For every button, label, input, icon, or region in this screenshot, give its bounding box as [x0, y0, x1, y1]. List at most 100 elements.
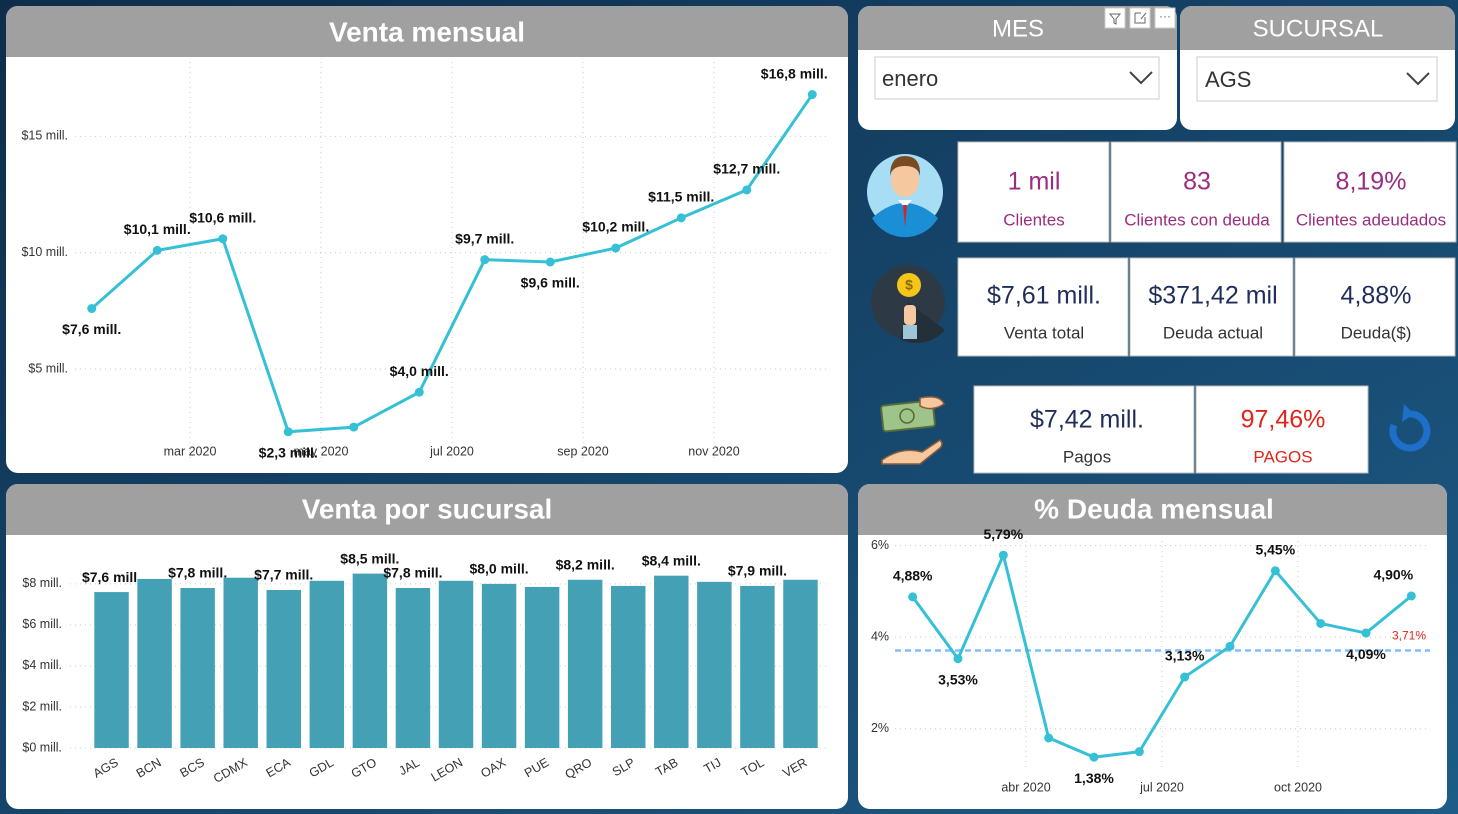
- chevron: [1406, 72, 1430, 86]
- slicer-sucursal[interactable]: SUCURSAL AGS: [1180, 6, 1455, 130]
- dropdown-value: enero: [882, 66, 938, 91]
- point: [349, 422, 359, 432]
- point: [676, 213, 686, 223]
- bar: [223, 577, 258, 748]
- kpi-label: Clientes adeudados: [1296, 210, 1446, 229]
- y-tick-label: $10 mill.: [21, 245, 68, 259]
- bar: [309, 580, 345, 748]
- y-tick-label: 2%: [871, 721, 889, 735]
- point: [1270, 566, 1280, 576]
- x-tick-label: mar 2020: [164, 444, 217, 458]
- point: [545, 257, 555, 267]
- value-label: $10,1 mill.: [124, 221, 191, 237]
- bar: [481, 583, 517, 748]
- focus-glyph: [1134, 12, 1147, 24]
- chart-title: Venta por sucursal: [302, 493, 553, 524]
- focus-icon[interactable]: [1129, 7, 1151, 29]
- kpi-label: Pagos: [1063, 447, 1111, 466]
- y-tick-label: $2 mill.: [22, 699, 62, 713]
- more-icon[interactable]: [1154, 7, 1176, 29]
- value-label: $10,2 mill.: [582, 219, 649, 235]
- slicer-mes[interactable]: MES enero ···: [858, 6, 1177, 130]
- kpi-value: $7,61 mill.: [987, 282, 1101, 310]
- dropdown[interactable]: [1196, 56, 1438, 102]
- refresh-icon[interactable]: [1389, 404, 1431, 452]
- point: [1316, 618, 1326, 628]
- point: [218, 234, 228, 244]
- value-label: $12,7 mill.: [713, 161, 780, 177]
- bar: [266, 590, 301, 748]
- more-glyph: ···: [1159, 9, 1171, 23]
- kpi-value: 83: [1183, 168, 1211, 196]
- point: [1180, 672, 1190, 682]
- dropdown[interactable]: [874, 56, 1160, 100]
- point: [414, 387, 424, 397]
- value-label: $4,0 mill.: [390, 363, 449, 379]
- client-icon: [867, 154, 943, 238]
- point: [1225, 641, 1235, 651]
- bar: [783, 579, 818, 748]
- point: [152, 245, 162, 255]
- bar: [611, 585, 646, 748]
- value-label: $10,6 mill.: [189, 209, 256, 225]
- dropdown-value: AGS: [1205, 67, 1251, 92]
- kpi-value: $371,42 mil: [1148, 282, 1277, 310]
- filter-icon[interactable]: [1104, 7, 1126, 29]
- payments-icon: [880, 396, 945, 465]
- y-tick-label: $6 mill.: [22, 617, 62, 631]
- bar: [94, 592, 129, 748]
- point: [807, 90, 817, 100]
- filter-glyph: [1108, 13, 1122, 25]
- kpi-label: Deuda actual: [1163, 323, 1263, 342]
- bar: [524, 586, 560, 748]
- bar: [567, 579, 603, 748]
- kpi-ventas: $7,61 mill. Venta total $371,42 mil Deud…: [957, 257, 1456, 357]
- value-label: 4,90%: [1373, 567, 1413, 583]
- value-label: $8,4 mill.: [642, 552, 701, 568]
- bar: [352, 573, 388, 748]
- value-label: 1,38%: [1074, 770, 1114, 786]
- chart-title: Venta mensual: [329, 16, 525, 47]
- x-tick-label: jul 2020: [429, 444, 474, 458]
- y-tick-label: $5 mill.: [28, 361, 68, 375]
- point: [908, 592, 918, 602]
- chart-title: % Deuda mensual: [1034, 493, 1274, 524]
- value-label: $7,6 mill.: [82, 569, 141, 585]
- kpi-label: Venta total: [1004, 323, 1084, 342]
- kpi-value: 8,19%: [1336, 168, 1407, 196]
- kpi-label: Deuda($): [1341, 323, 1412, 342]
- point: [1134, 747, 1144, 757]
- point: [611, 243, 621, 253]
- x-tick-label: oct 2020: [1274, 780, 1322, 794]
- kpi-value: $7,42 mill.: [1030, 406, 1144, 434]
- x-tick-label: sep 2020: [557, 444, 608, 458]
- kpi-label: Clientes: [1003, 210, 1064, 229]
- value-label: $7,6 mill.: [62, 321, 121, 337]
- point: [953, 654, 963, 664]
- value-label: 5,79%: [983, 526, 1023, 542]
- slicer-title: MES: [992, 15, 1044, 42]
- line: [90, 93, 814, 434]
- chevron: [1129, 71, 1153, 85]
- value-label: 3,53%: [938, 671, 978, 687]
- bar: [438, 580, 474, 748]
- bar: [740, 585, 775, 748]
- value-label: $16,8 mill.: [761, 65, 828, 81]
- kpi-pagos: $7,42 mill. Pagos 97,46% PAGOS: [973, 385, 1369, 474]
- panel-venta-mensual: Venta mensual: [6, 6, 848, 473]
- y-tick-label: $4 mill.: [22, 658, 62, 672]
- x-tick-label: may 2020: [294, 444, 349, 458]
- value-label: 4,09%: [1346, 646, 1386, 662]
- point: [1089, 752, 1099, 762]
- x-tick-label: nov 2020: [688, 444, 739, 458]
- kpi-label: PAGOS: [1253, 447, 1312, 466]
- bar: [180, 587, 215, 748]
- x-tick-label: jul 2020: [1139, 780, 1184, 794]
- point: [1361, 628, 1371, 638]
- value-label: $9,6 mill.: [521, 275, 580, 291]
- value-label: 4,88%: [893, 568, 933, 584]
- point: [1406, 591, 1416, 601]
- kpi-clientes: 1 mil Clientes 83 Clientes con deuda 8,1…: [957, 141, 1457, 243]
- bar: [697, 581, 732, 748]
